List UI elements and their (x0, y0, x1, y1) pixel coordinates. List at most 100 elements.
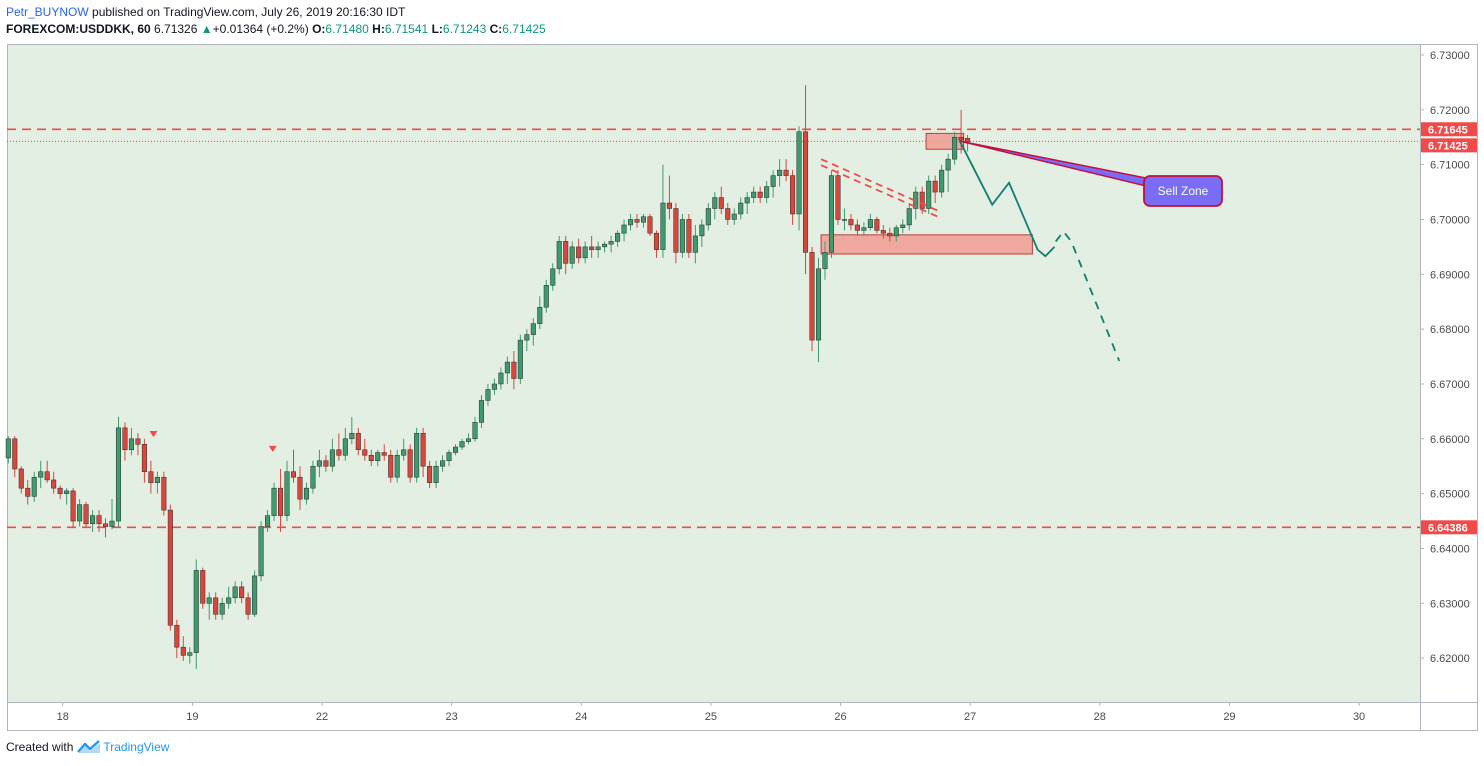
candle (12, 436, 18, 478)
candle (880, 224, 886, 239)
candle-body (226, 597, 232, 604)
candle (336, 433, 342, 461)
candle (394, 449, 400, 483)
candle-body (686, 219, 692, 253)
candle (945, 153, 951, 193)
candle (297, 466, 303, 511)
candle-body (556, 241, 562, 270)
candle-body (77, 504, 83, 522)
candle-body (718, 197, 724, 209)
candle-body (394, 455, 400, 478)
candle-body (965, 138, 971, 142)
candle-body (70, 490, 76, 522)
candle-body (407, 449, 413, 478)
tradingview-brand[interactable]: TradingView (103, 740, 170, 754)
y-tick-label: 6.73000 (1430, 50, 1470, 62)
candle (673, 203, 679, 264)
candle-body (478, 400, 484, 423)
candle-body (504, 361, 510, 374)
x-tick-label: 22 (316, 711, 328, 723)
candle (213, 592, 219, 620)
candle (148, 460, 154, 494)
candle-body (848, 219, 854, 226)
change-arrow-icon: ▲ (200, 22, 213, 36)
candle (686, 213, 692, 258)
candle (362, 438, 368, 461)
candle-body (608, 241, 614, 245)
candle-body (530, 323, 536, 335)
candle (939, 164, 945, 198)
candle (569, 241, 575, 269)
candle (705, 203, 711, 231)
candle (854, 219, 860, 236)
candle-body (744, 197, 750, 204)
candle-body (278, 487, 284, 516)
candle (628, 213, 634, 231)
candle-body (854, 224, 860, 231)
candle (900, 219, 906, 234)
candle-body (900, 224, 906, 228)
y-tick-label: 6.65000 (1430, 489, 1470, 501)
candle-body (576, 246, 582, 259)
candle (200, 567, 206, 609)
candle-body (640, 216, 647, 223)
candle-body (893, 227, 899, 237)
candle (958, 109, 964, 154)
symbol-label: FOREXCOM:USDDKK, 60 (6, 22, 151, 36)
open-value: 6.71480 (325, 22, 369, 36)
candle (556, 235, 562, 275)
candle-body (673, 208, 679, 253)
candle (809, 246, 815, 352)
candle-body (57, 487, 63, 494)
candle (602, 241, 608, 253)
candle-body (887, 232, 893, 237)
candle (57, 485, 63, 500)
candle (621, 219, 627, 242)
candle-body (764, 186, 770, 198)
candle (751, 186, 757, 204)
candle (511, 351, 517, 390)
candle-body (751, 191, 757, 198)
candle-body (803, 131, 809, 253)
candle (154, 471, 160, 494)
candle-body (167, 509, 173, 626)
candle-body (699, 224, 705, 237)
candle-body (498, 372, 504, 385)
x-tick-label: 30 (1353, 711, 1365, 723)
candle-body (290, 471, 297, 478)
close-label: C: (489, 22, 503, 36)
candle (310, 460, 316, 494)
candle (757, 186, 763, 204)
candle (51, 471, 57, 494)
x-tick-label: 29 (1223, 711, 1235, 723)
candle (679, 213, 685, 258)
candle-body (381, 452, 387, 456)
trend-dashed-line (820, 164, 940, 219)
candle (725, 203, 731, 225)
candle-body (634, 219, 640, 223)
candle (290, 449, 297, 483)
candle-body (51, 479, 57, 489)
candle-body (615, 232, 621, 242)
candle-body (18, 468, 24, 489)
author-link[interactable]: Petr_BUYNOW (6, 5, 89, 19)
candle-body (297, 476, 303, 500)
candle-body (563, 241, 569, 264)
candle-body (154, 476, 160, 483)
candle-body (25, 487, 31, 497)
candle-body (213, 597, 219, 615)
tradingview-logo-icon[interactable] (77, 740, 101, 754)
x-tick-label: 28 (1094, 711, 1106, 723)
candle-body (122, 427, 128, 451)
candle-body (44, 471, 50, 481)
candle (589, 235, 595, 258)
current-price-label: 6.71425 (1428, 140, 1468, 152)
candle (96, 510, 102, 533)
candle-body (770, 175, 776, 187)
candle (653, 230, 659, 258)
trend-dashed-line (820, 158, 940, 213)
candle-body (5, 438, 11, 459)
candle (472, 416, 478, 442)
candle (530, 318, 536, 346)
